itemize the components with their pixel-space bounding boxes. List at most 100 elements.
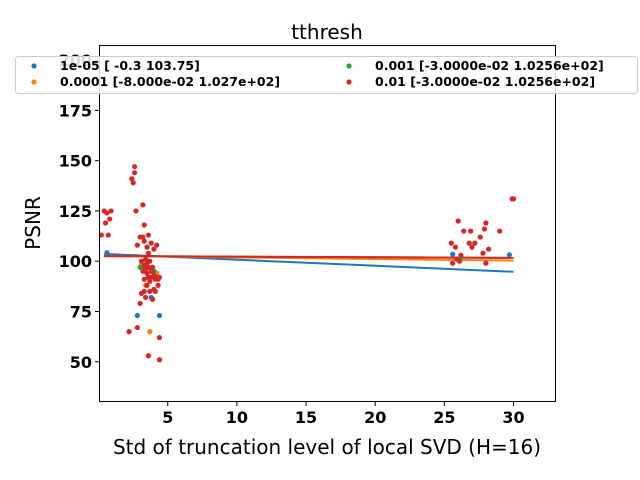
- legend-marker: [31, 63, 37, 69]
- data-point-series-3: [134, 324, 140, 331]
- data-point-series-2: [137, 264, 143, 270]
- data-point-series-3: [143, 294, 149, 301]
- data-point-series-3: [156, 357, 163, 363]
- data-point-series-3: [137, 300, 143, 307]
- data-point-series-3: [455, 218, 461, 224]
- legend-label: 1e-05 [ -0.3 103.75]: [60, 58, 200, 73]
- data-point-series-3: [486, 246, 492, 252]
- data-point-series-3: [131, 164, 138, 170]
- data-point-series-3: [148, 240, 154, 246]
- y-tick-label: 125: [59, 202, 92, 221]
- data-point-series-3: [102, 220, 109, 226]
- data-point-series-3: [477, 234, 483, 240]
- data-point-series-3: [144, 282, 150, 288]
- x-tick-label: 15: [295, 408, 317, 427]
- data-point-series-3: [147, 258, 153, 264]
- data-point-series-3: [154, 242, 160, 248]
- chart-title: tthresh: [291, 20, 363, 44]
- data-point-series-3: [133, 208, 139, 214]
- data-point-series-3: [98, 232, 104, 238]
- data-point-series-3: [143, 256, 149, 262]
- data-point-series-3: [141, 276, 147, 282]
- x-tick-label: 10: [226, 408, 248, 427]
- data-point-series-3: [141, 238, 147, 244]
- data-point-series-3: [156, 335, 163, 341]
- y-axis-ticks: 5075100125150175200: [59, 51, 100, 372]
- legend-label: 0.001 [-3.0000e-02 1.0256e+02]: [375, 58, 604, 73]
- plot-area: [99, 45, 556, 402]
- data-point-series-3: [145, 250, 152, 256]
- data-point-series-3: [134, 242, 140, 248]
- data-point-series-3: [469, 244, 475, 250]
- data-point-series-3: [144, 270, 150, 276]
- data-point-series-3: [145, 264, 152, 270]
- legend-label: 0.0001 [-8.000e-02 1.027e+02]: [60, 74, 280, 89]
- data-point-series-3: [448, 240, 454, 246]
- plot-frame: [99, 45, 556, 402]
- data-point-series-1: [147, 329, 153, 335]
- legend-label: 0.01 [-3.0000e-02 1.0256e+02]: [375, 74, 595, 89]
- data-point-series-3: [140, 202, 146, 208]
- data-point-series-3: [105, 232, 111, 238]
- legend-box: [15, 56, 638, 94]
- x-tick-label: 30: [502, 408, 524, 427]
- legend: 1e-05 [ -0.3 103.75] 0.001 [-3.0000e-02 1…: [15, 56, 638, 94]
- data-point-series-3: [147, 288, 153, 294]
- data-point-series-3: [126, 329, 132, 335]
- data-point-series-0: [104, 250, 110, 256]
- data-point-series-0: [506, 252, 512, 258]
- data-point-series-3: [156, 274, 163, 280]
- data-point-series-3: [458, 252, 464, 258]
- y-axis-label: PSNR: [21, 196, 45, 250]
- y-tick-label: 50: [70, 353, 92, 372]
- x-tick-label: 20: [364, 408, 386, 427]
- data-point-series-3: [456, 258, 463, 264]
- data-point-series-3: [152, 288, 158, 294]
- data-point-series-0: [450, 251, 456, 257]
- data-point-series-3: [461, 228, 467, 234]
- y-tick-label: 75: [70, 302, 92, 321]
- data-point-series-3: [141, 288, 147, 294]
- data-point-series-3: [149, 264, 156, 270]
- data-point-series-0: [134, 312, 140, 319]
- data-point-series-3: [104, 210, 110, 216]
- data-point-series-3: [149, 296, 156, 303]
- data-point-series-3: [151, 246, 157, 252]
- data-point-series-3: [468, 228, 474, 234]
- data-point-series-3: [138, 258, 145, 264]
- y-tick-label: 150: [59, 152, 92, 171]
- data-point-series-3: [472, 240, 478, 246]
- data-point-series-3: [452, 244, 459, 250]
- data-point-series-3: [108, 208, 114, 214]
- data-point-series-3: [130, 180, 136, 186]
- data-point-series-3: [497, 228, 503, 234]
- data-point-series-3: [147, 278, 153, 284]
- data-point-series-3: [483, 260, 489, 266]
- data-point-series-3: [141, 222, 147, 228]
- data-point-series-3: [144, 244, 150, 250]
- data-point-series-3: [483, 220, 489, 226]
- data-point-series-3: [450, 260, 456, 266]
- data-point-series-3: [148, 268, 154, 274]
- fit-lines: [104, 252, 514, 273]
- x-axis-label: Std of truncation level of local SVD (H=…: [113, 435, 541, 459]
- data-point-series-3: [131, 170, 138, 176]
- y-tick-label: 100: [59, 252, 92, 271]
- legend-marker: [31, 79, 37, 85]
- data-point-series-3: [145, 353, 152, 359]
- legend-marker: [346, 63, 352, 69]
- fit-line-series-3: [104, 255, 514, 259]
- data-point-series-3: [480, 250, 486, 256]
- data-point-series-0: [156, 312, 163, 319]
- data-point-series-3: [140, 234, 146, 240]
- legend-marker: [346, 79, 352, 85]
- data-point-series-3: [466, 240, 472, 246]
- y-tick-label: 175: [59, 101, 92, 120]
- x-axis-ticks: 5 10 15 20 25 30: [162, 401, 525, 427]
- data-point-series-3: [510, 196, 517, 202]
- data-point-series-3: [129, 176, 135, 182]
- data-point-series-3: [481, 226, 488, 232]
- data-points: [98, 164, 517, 363]
- data-point-series-3: [155, 282, 161, 288]
